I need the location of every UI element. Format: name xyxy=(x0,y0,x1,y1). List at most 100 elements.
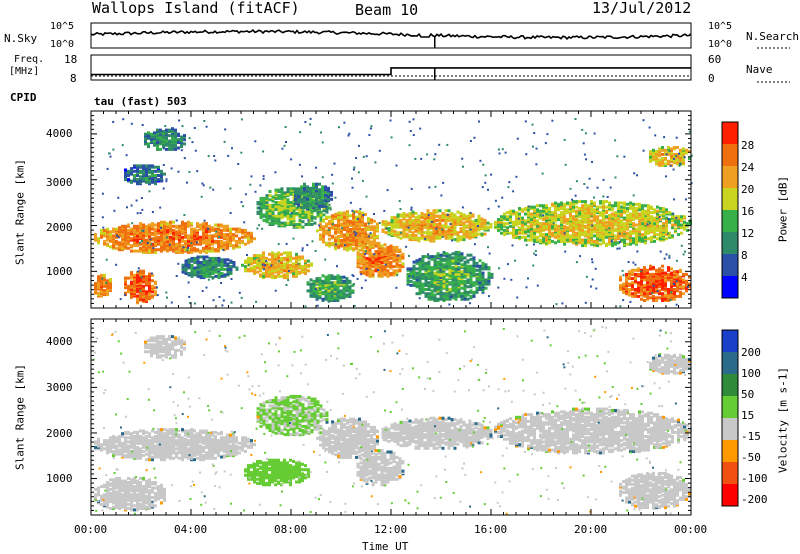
power-cb-swatch-6 xyxy=(722,254,738,277)
power-cb-tick-28: 28 xyxy=(741,139,755,152)
velocity-region-6 xyxy=(356,449,405,487)
nave-tick-bottom: 0 xyxy=(708,72,715,85)
velocity-cb-tick-neg100: -100 xyxy=(741,472,768,485)
velocity-region-3 xyxy=(94,476,166,512)
power-cb-tick-8: 8 xyxy=(741,249,748,262)
freq-line xyxy=(91,67,691,76)
velocity-region-4 xyxy=(244,458,310,487)
velocity-cb-tick-neg200: -200 xyxy=(741,493,768,506)
power-cb-frame xyxy=(721,121,739,299)
noise-sky-line xyxy=(90,29,692,41)
power-cb-tick-12: 12 xyxy=(741,227,755,240)
date-title: 13/Jul/2012 xyxy=(592,0,692,17)
power-panel xyxy=(90,110,693,309)
power-colorbar xyxy=(721,121,739,299)
velocity-cb-swatch-5 xyxy=(722,440,738,463)
noise-panel xyxy=(90,22,692,49)
velocity-cb-tick-50: 50 xyxy=(741,388,755,401)
n-search-tick-top: 10^5 xyxy=(708,21,733,32)
x-tick-2400: 00:00 xyxy=(674,523,708,536)
power-y-tick-1000: 1000 xyxy=(46,265,73,278)
power-region-15 xyxy=(619,264,691,302)
n-sky-tick-bottom: 10^0 xyxy=(50,39,75,50)
station-title: Wallops Island (fitACF) xyxy=(92,0,300,17)
power-cb-swatch-2 xyxy=(722,166,738,189)
power-cb-swatch-3 xyxy=(722,188,738,211)
power-region-14 xyxy=(494,200,692,248)
power-region-11 xyxy=(356,241,405,278)
power-cb-tick-4: 4 xyxy=(741,271,748,284)
velocity-y-tick-3000: 3000 xyxy=(46,381,73,394)
power-cb-swatch-5 xyxy=(722,232,738,255)
power-region-13 xyxy=(406,250,494,302)
freq-unit-label: [MHz] xyxy=(9,66,40,77)
power-cb-swatch-0 xyxy=(722,122,738,145)
beam-title: Beam 10 xyxy=(355,1,419,19)
freq-tick-top: 18 xyxy=(64,53,78,66)
power-cb-swatch-1 xyxy=(722,144,738,167)
velocity-cb-swatch-2 xyxy=(722,374,738,397)
velocity-cb-tick-neg50: -50 xyxy=(741,451,761,464)
velocity-panel xyxy=(90,318,692,516)
power-region-6 xyxy=(124,269,157,305)
power-cb-swatch-7 xyxy=(722,276,738,299)
velocity-cb-swatch-3 xyxy=(722,396,738,419)
power-cb-swatch-4 xyxy=(722,210,738,233)
velocity-scatter xyxy=(92,326,690,515)
x-tick-0800: 08:00 xyxy=(274,523,308,536)
power-y-tick-2000: 2000 xyxy=(46,221,73,234)
velocity-ticks xyxy=(90,318,692,515)
x-tick-1200: 12:00 xyxy=(374,523,408,536)
velocity-region-1 xyxy=(256,394,329,437)
velocity-cb-tick-neg15: -15 xyxy=(741,430,761,443)
velocity-cb-swatch-0 xyxy=(722,330,738,353)
power-region-8 xyxy=(241,251,313,280)
power-region-12 xyxy=(381,209,493,243)
velocity-cb-swatch-7 xyxy=(722,484,738,507)
velocity-cb-label: Velocity [m s-1] xyxy=(776,367,790,473)
power-cb-label: Power [dB] xyxy=(776,175,790,243)
power-region-3 xyxy=(124,164,166,186)
velocity-cb-tick-200: 200 xyxy=(741,346,761,359)
velocity-y-axis-label: Slant Range [km] xyxy=(13,364,27,470)
power-region-9 xyxy=(306,274,355,302)
velocity-cb-swatch-1 xyxy=(722,352,738,375)
power-region-7 xyxy=(181,255,239,280)
velocity-y-tick-4000: 4000 xyxy=(46,335,73,348)
freq-label: Freq. xyxy=(14,54,45,65)
n-search-tick-bottom: 10^0 xyxy=(708,39,733,50)
power-scatter xyxy=(101,117,693,308)
power-y-tick-4000: 4000 xyxy=(46,127,73,140)
velocity-cb-tick-15: 15 xyxy=(741,409,755,422)
power-region-5 xyxy=(94,273,112,298)
velocity-region-0 xyxy=(94,428,256,462)
freq-tick-bottom: 8 xyxy=(70,72,77,85)
x-tick-2000: 20:00 xyxy=(574,523,608,536)
power-y-axis-label: Slant Range [km] xyxy=(13,159,27,265)
nave-tick-top: 60 xyxy=(708,53,722,66)
x-tick-0000: 00:00 xyxy=(74,523,108,536)
velocity-cb-frame xyxy=(721,329,739,507)
velocity-region-7 xyxy=(381,416,493,450)
cpid-value: tau (fast) 503 xyxy=(94,95,187,108)
velocity-colorbar xyxy=(721,329,739,507)
x-tick-1600: 16:00 xyxy=(474,523,508,536)
velocity-region-9 xyxy=(619,471,691,510)
x-axis-label: Time UT xyxy=(362,540,409,553)
power-cb-tick-24: 24 xyxy=(741,161,755,174)
n-search-label: N.Search xyxy=(746,30,799,43)
power-region-16 xyxy=(649,146,691,167)
power-ticks xyxy=(90,110,692,308)
n-sky-label: N.Sky xyxy=(4,32,38,45)
power-cb-tick-20: 20 xyxy=(741,183,755,196)
velocity-cb-swatch-6 xyxy=(722,462,738,485)
power-region-4 xyxy=(144,127,186,151)
velocity-y-tick-1000: 1000 xyxy=(46,472,73,485)
velocity-y-tick-2000: 2000 xyxy=(46,427,73,440)
x-tick-0400: 04:00 xyxy=(174,523,208,536)
n-sky-tick-top: 10^5 xyxy=(50,21,75,32)
velocity-cb-swatch-4 xyxy=(722,418,738,441)
frequency-panel xyxy=(90,47,790,83)
velocity-cb-tick-100: 100 xyxy=(741,367,761,380)
